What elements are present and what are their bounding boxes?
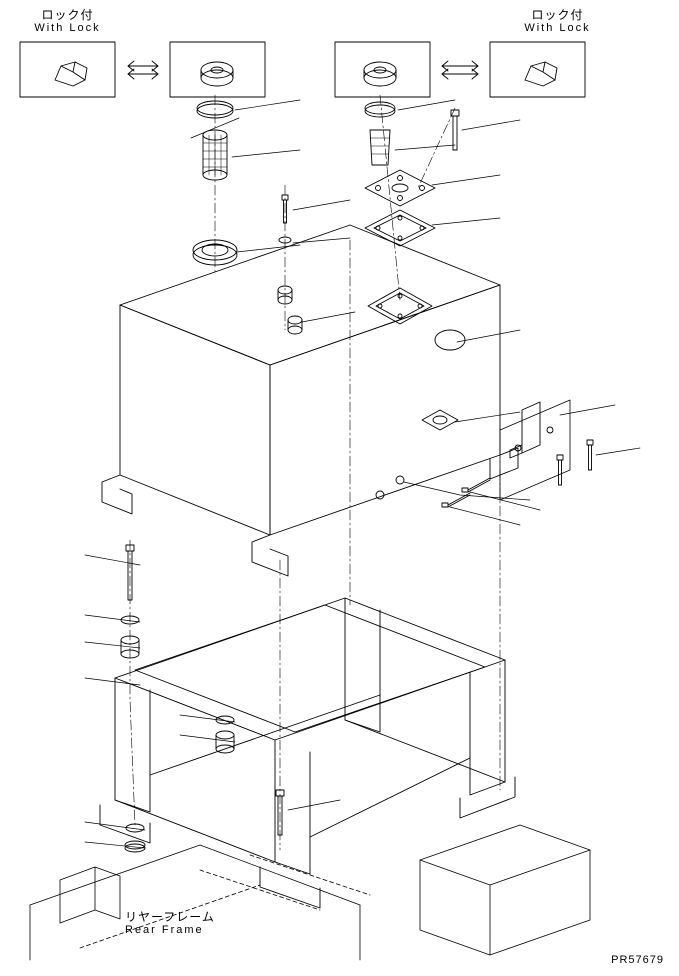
exploded-diagram — [0, 0, 679, 976]
